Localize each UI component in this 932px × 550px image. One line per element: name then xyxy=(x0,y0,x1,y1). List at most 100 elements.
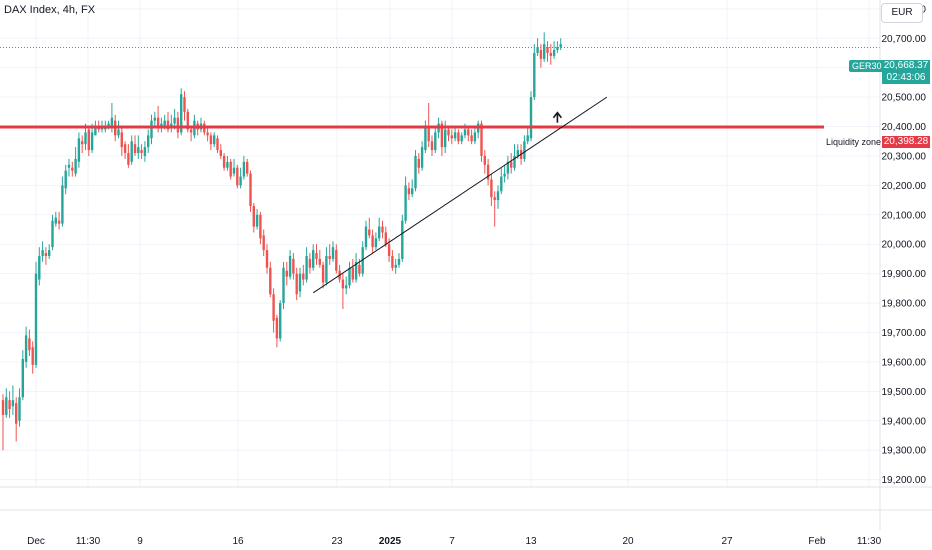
chart-grid xyxy=(0,0,880,487)
candle-body xyxy=(61,185,64,224)
candle xyxy=(411,179,414,198)
candle xyxy=(543,32,546,62)
candle xyxy=(222,153,226,171)
time-axis[interactable]: Dec 11:30 9 16 23 2025 7 13 20 27 Feb 11:30 xyxy=(27,536,881,547)
candle-body xyxy=(440,123,444,148)
candle xyxy=(506,155,510,180)
candle-body xyxy=(318,258,321,265)
candle xyxy=(493,191,496,227)
candle-body xyxy=(302,273,305,280)
candle-body xyxy=(546,47,549,53)
candle xyxy=(285,261,288,286)
candle xyxy=(335,244,338,274)
candle-body xyxy=(305,256,308,280)
bar-countdown-badge: 02:43:06 xyxy=(882,72,930,84)
candle xyxy=(130,135,133,165)
candle-body xyxy=(107,123,110,127)
candle xyxy=(447,126,450,142)
candle-body xyxy=(526,135,529,142)
candle xyxy=(374,232,378,251)
candle xyxy=(199,117,203,133)
candle xyxy=(295,267,298,301)
candle-body xyxy=(255,214,259,227)
candle xyxy=(67,158,71,177)
y-tick-label: 19,600.00 xyxy=(882,357,927,368)
candle xyxy=(450,129,453,145)
candle xyxy=(249,170,252,212)
candle-body xyxy=(249,173,252,206)
candle xyxy=(81,135,84,154)
candle-body xyxy=(533,52,536,98)
candlestick-series xyxy=(1,32,562,451)
candle-body xyxy=(140,150,143,154)
candle xyxy=(5,388,8,418)
candle xyxy=(348,261,351,289)
y-tick-label: 19,800.00 xyxy=(882,299,927,310)
candle-body xyxy=(364,226,368,248)
y-tick-label: 20,000.00 xyxy=(882,240,927,251)
candle-body xyxy=(378,226,381,239)
candle-body xyxy=(328,256,331,259)
candle xyxy=(150,114,153,145)
candle xyxy=(378,217,381,242)
x-tick-label: 9 xyxy=(137,536,143,547)
candle-body xyxy=(391,256,394,268)
y-tick-label: 20,200.00 xyxy=(882,181,927,192)
candle-body xyxy=(496,191,500,201)
candle-body xyxy=(236,167,239,186)
candle xyxy=(21,350,24,401)
candle-body xyxy=(285,270,288,277)
candle-body xyxy=(213,135,216,145)
candle xyxy=(265,244,269,274)
candle-body xyxy=(1,400,5,415)
candle-body xyxy=(183,97,186,112)
candle xyxy=(364,220,368,251)
candle-body xyxy=(206,132,209,136)
candle xyxy=(298,267,302,298)
candle xyxy=(226,155,229,171)
liquidity-zone-price-badge: 20,398.28 xyxy=(882,136,930,148)
candle-body xyxy=(457,132,460,142)
candle xyxy=(123,141,127,159)
candle xyxy=(486,158,490,186)
candle-body xyxy=(483,155,486,165)
candle xyxy=(460,132,463,145)
x-tick-label: 7 xyxy=(449,536,455,547)
candle-body xyxy=(150,120,153,139)
candle xyxy=(371,229,374,254)
candle-body xyxy=(493,197,496,201)
candle-body xyxy=(371,235,374,248)
candle-body xyxy=(295,273,298,295)
candle xyxy=(189,126,193,142)
candle xyxy=(48,244,51,259)
candle xyxy=(176,111,180,139)
candle xyxy=(252,203,255,233)
candle-body xyxy=(341,279,345,289)
currency-button[interactable]: EUR xyxy=(881,3,923,23)
candle xyxy=(127,144,130,168)
candle-body xyxy=(48,250,51,257)
candle-body xyxy=(180,94,183,133)
candle-body xyxy=(486,164,490,180)
candle-body xyxy=(127,153,130,165)
y-tick-label: 19,900.00 xyxy=(882,269,927,280)
trendline[interactable] xyxy=(312,96,608,294)
candle xyxy=(288,250,292,280)
candle xyxy=(246,158,249,177)
candle-body xyxy=(117,129,120,136)
candle-body xyxy=(189,129,193,133)
y-tick-label: 20,100.00 xyxy=(882,210,927,221)
candle-body xyxy=(219,150,222,156)
candle-body xyxy=(348,267,351,286)
candle-body xyxy=(143,147,147,156)
candle xyxy=(229,158,232,180)
candle xyxy=(41,241,44,262)
candle xyxy=(153,111,156,127)
candle xyxy=(242,155,246,180)
candle-body xyxy=(450,135,453,139)
candle-body xyxy=(325,256,328,283)
chart-title: DAX Index, 4h, FX xyxy=(4,4,96,16)
candle xyxy=(143,141,147,162)
candle-body xyxy=(331,247,335,259)
